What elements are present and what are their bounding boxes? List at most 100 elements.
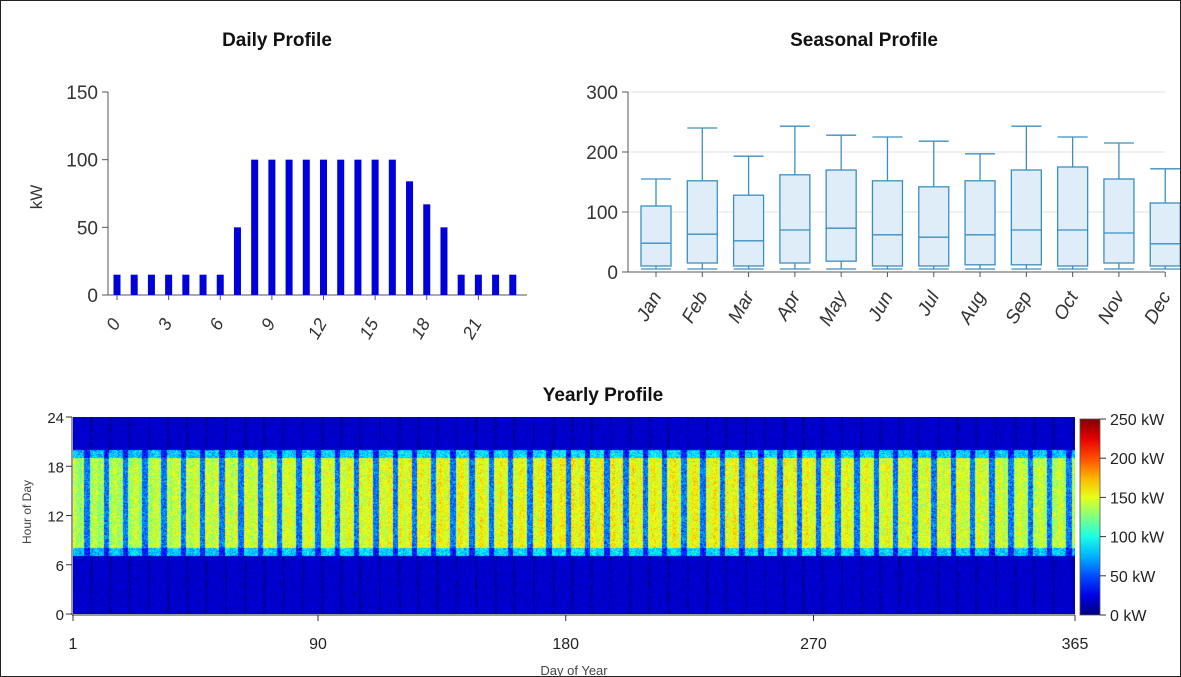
seasonal-x-tick-label: Jul <box>913 287 944 320</box>
daily-profile-chart: Daily Profile kW 0 50 100 150 0 3 6 9 12 15 18 21 <box>27 30 527 343</box>
box-iqr <box>825 169 857 262</box>
daily-bar <box>423 204 431 295</box>
yearly-x-tick-label: 1 <box>69 636 78 653</box>
colorbar-tick-label: 150 kW <box>1110 490 1165 507</box>
seasonal-y-tick-label: 100 <box>586 203 618 224</box>
daily-x-tick-label: 6 <box>205 314 228 334</box>
seasonal-x-tick-label: Aug <box>955 288 991 329</box>
daily-bar <box>233 227 241 295</box>
seasonal-box-oct <box>1056 136 1089 270</box>
seasonal-x-tick-label: Jan <box>632 288 666 326</box>
daily-y-tick-label: 0 <box>87 286 98 307</box>
box-iqr <box>1010 169 1042 266</box>
seasonal-chart-title: Seasonal Profile <box>790 30 938 51</box>
daily-x-tick-label: 15 <box>355 314 383 342</box>
yearly-x-tick-label: 365 <box>1062 636 1089 653</box>
box-iqr <box>1149 202 1180 267</box>
yearly-profile-heatmap <box>73 417 1075 614</box>
daily-bar <box>216 274 224 295</box>
daily-bar <box>302 159 310 295</box>
daily-bar <box>251 159 259 295</box>
daily-y-tick-label: 150 <box>66 83 98 104</box>
daily-y-axis-label: kW <box>27 185 46 210</box>
daily-y-tick-label: 50 <box>77 218 98 239</box>
daily-bar <box>440 227 448 295</box>
daily-bar <box>371 159 379 295</box>
yearly-x-tick-label: 270 <box>800 636 827 653</box>
yearly-colorbar <box>1079 418 1101 616</box>
seasonal-box-sep <box>1010 125 1042 270</box>
daily-bar <box>165 274 173 295</box>
seasonal-y-tick-label: 200 <box>586 143 618 164</box>
seasonal-x-tick-label: Apr <box>772 287 806 325</box>
yearly-y-tick-label: 0 <box>56 607 64 624</box>
seasonal-profile-chart: Seasonal ProfilekW0100200300JanFebMarApr… <box>586 30 1180 330</box>
daily-bar <box>182 274 190 295</box>
seasonal-x-tick-label: Feb <box>678 288 713 327</box>
seasonal-x-tick-label: Sep <box>1002 288 1037 328</box>
seasonal-x-tick-label: May <box>815 287 852 330</box>
yearly-x-tick-label: 180 <box>552 636 579 653</box>
daily-x-tick-label: 9 <box>257 315 279 334</box>
daily-bar <box>147 274 155 295</box>
seasonal-box-nov <box>1103 142 1135 270</box>
box-iqr <box>732 194 765 267</box>
yearly-y-axis-label: Hour of Day <box>20 480 34 544</box>
daily-bar <box>509 274 517 295</box>
daily-bar <box>268 159 276 295</box>
daily-x-tick-label: 3 <box>154 315 176 334</box>
seasonal-box-mar <box>732 155 765 270</box>
yearly-x-axis-label: Day of Year <box>540 663 608 677</box>
seasonal-x-tick-label: Oct <box>1050 287 1083 324</box>
daily-bar <box>492 274 500 295</box>
daily-bar <box>337 159 345 295</box>
box-iqr <box>1056 166 1089 267</box>
colorbar-tick-label: 100 kW <box>1110 530 1165 547</box>
daily-bar <box>285 159 293 295</box>
daily-y-tick-label: 100 <box>66 151 98 172</box>
box-iqr <box>871 180 904 267</box>
seasonal-x-tick-label: Mar <box>724 287 759 326</box>
seasonal-y-tick-label: 0 <box>607 263 618 284</box>
box-iqr <box>686 180 718 264</box>
box-iqr <box>964 180 996 266</box>
seasonal-y-tick-label: 300 <box>586 83 618 104</box>
daily-bar <box>474 274 482 295</box>
colorbar-tick-label: 0 kW <box>1110 608 1147 625</box>
daily-x-tick-label: 12 <box>304 315 331 342</box>
daily-bar <box>320 159 327 295</box>
colorbar-tick-label: 50 kW <box>1110 569 1156 586</box>
yearly-chart-title: Yearly Profile <box>543 385 663 406</box>
seasonal-box-aug <box>964 153 996 270</box>
seasonal-x-tick-label: Jun <box>864 288 898 326</box>
box-iqr <box>779 174 811 264</box>
seasonal-x-tick-label: Nov <box>1094 287 1130 328</box>
daily-chart-title: Daily Profile <box>222 30 332 51</box>
yearly-y-tick-label: 24 <box>47 410 64 427</box>
daily-bar <box>457 274 465 295</box>
seasonal-box-dec <box>1149 168 1180 270</box>
daily-x-tick-label: 0 <box>102 315 124 334</box>
seasonal-box-feb <box>686 127 718 270</box>
daily-x-tick-label: 21 <box>458 315 486 343</box>
daily-bar <box>388 159 396 295</box>
yearly-x-tick-label: 90 <box>309 636 327 653</box>
colorbar-tick-label: 250 kW <box>1110 412 1165 429</box>
colorbar-tick-label: 200 kW <box>1110 451 1165 468</box>
box-iqr <box>918 186 950 267</box>
daily-x-tick-label: 18 <box>407 315 434 342</box>
yearly-y-tick-label: 18 <box>47 459 64 476</box>
box-iqr <box>640 205 672 267</box>
daily-bar <box>130 274 138 295</box>
seasonal-box-jan <box>640 178 672 270</box>
daily-bar <box>113 274 121 295</box>
daily-bar <box>199 274 207 295</box>
seasonal-box-jul <box>918 140 950 270</box>
yearly-y-tick-label: 12 <box>47 509 64 526</box>
seasonal-box-may <box>825 134 857 270</box>
seasonal-x-tick-label: Dec <box>1140 288 1175 328</box>
yearly-y-tick-label: 6 <box>56 558 64 575</box>
seasonal-box-jun <box>871 136 904 270</box>
seasonal-box-apr <box>779 125 811 270</box>
